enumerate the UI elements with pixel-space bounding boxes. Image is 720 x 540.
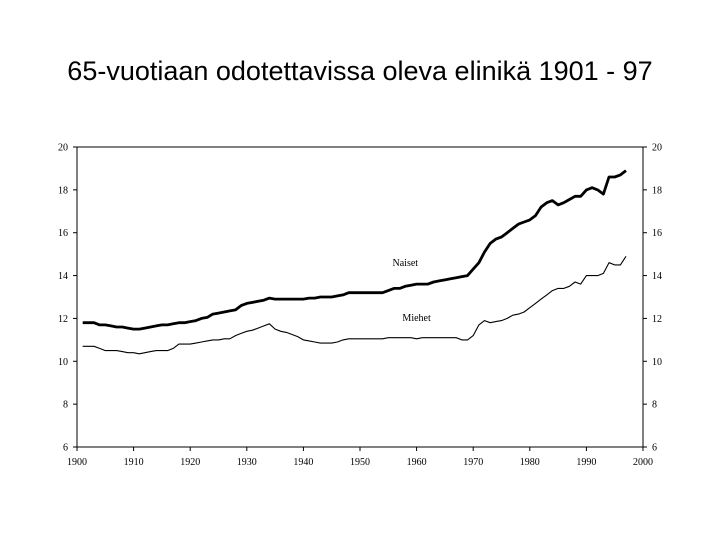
x-tick-label: 1900: [67, 457, 87, 468]
y-tick-label-right: 14: [652, 271, 662, 282]
plot-frame: [76, 146, 644, 448]
y-tick-label-left: 12: [58, 314, 68, 325]
x-tick-label: 2000: [633, 457, 653, 468]
y-tick-label-left: 18: [58, 185, 68, 196]
x-tick-label: 1980: [520, 457, 540, 468]
x-tick-label: 1940: [293, 457, 313, 468]
y-tick-label-left: 6: [63, 443, 68, 454]
x-tick-label: 1950: [350, 457, 370, 468]
y-tick-label-right: 16: [652, 228, 662, 239]
series-line-naiset: [82, 169, 627, 331]
y-tick-label-left: 8: [63, 400, 68, 411]
series-label: Miehet: [402, 313, 431, 324]
x-tick-label: 1990: [576, 457, 596, 468]
x-tick-label: 1960: [407, 457, 427, 468]
x-tick-label: 1910: [124, 457, 144, 468]
y-tick-label-right: 20: [652, 143, 662, 154]
slide-title: 65-vuotiaan odotettavissa oleva elinikä …: [67, 56, 653, 86]
x-tick-label: 1930: [237, 457, 257, 468]
y-tick-label-left: 14: [58, 271, 68, 282]
y-tick-label-right: 12: [652, 314, 662, 325]
y-tick-label-left: 20: [58, 143, 68, 154]
y-tick-label-right: 10: [652, 357, 662, 368]
y-tick-label-right: 18: [652, 185, 662, 196]
y-tick-label-left: 10: [58, 357, 68, 368]
series-line-miehet: [82, 255, 627, 355]
x-tick-label: 1920: [180, 457, 200, 468]
series-label: Naiset: [393, 258, 419, 269]
y-tick-label-right: 8: [652, 400, 657, 411]
y-tick-label-right: 6: [652, 443, 657, 454]
y-tick-label-left: 16: [58, 228, 68, 239]
x-tick-label: 1970: [463, 457, 483, 468]
